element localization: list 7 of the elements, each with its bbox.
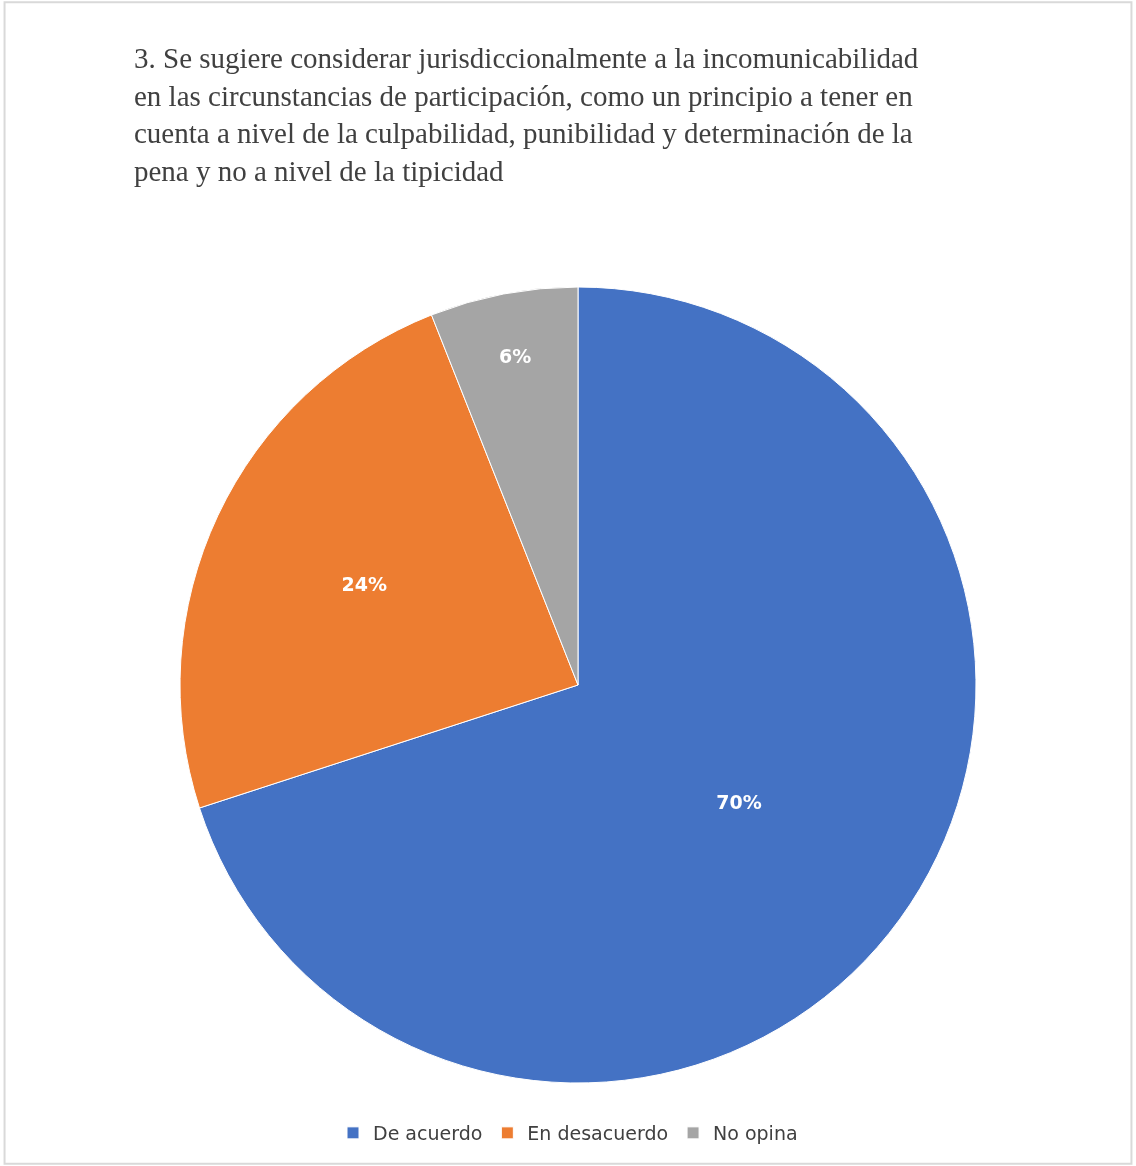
data-label: 70% [716,790,762,813]
legend-label: De acuerdo [373,1122,483,1145]
data-label: 6% [499,344,532,367]
legend-label: No opina [713,1122,798,1145]
data-label: 24% [341,573,387,596]
chart-title: 3. Se sugiere considerar jurisdiccionalmente a la incomunicabilidad en las circunstancias de participación, como un principio a tener en cuenta a nivel de la culpabilidad, punibilidad y determinación de la pena y no a nivel de la tipicidad [134,42,919,188]
legend-label: En desacuerdo [527,1122,669,1145]
